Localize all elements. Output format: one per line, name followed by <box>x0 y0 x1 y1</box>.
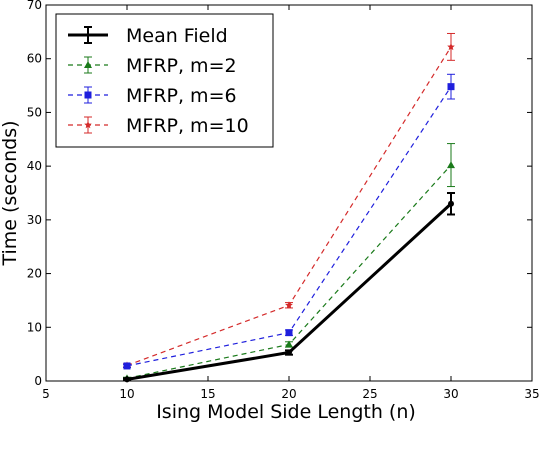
data-point-2-1 <box>285 329 293 337</box>
data-point-0-1 <box>286 349 292 356</box>
y-tick-label-0: 0 <box>34 374 42 388</box>
series-1 <box>123 143 455 382</box>
y-tick-label-1: 10 <box>27 320 42 334</box>
data-point-3-1 <box>285 301 293 309</box>
x-tick-label-1: 10 <box>119 387 134 401</box>
legend-entry-2: MFRP, m=6 <box>68 85 237 107</box>
data-point-1-1 <box>285 340 293 348</box>
line-chart: 5 10 15 20 25 30 35 0 10 20 30 40 50 60 70 Ising Model… <box>0 0 540 423</box>
y-axis-label: Time (seconds) <box>0 120 21 266</box>
series-2 <box>123 73 455 370</box>
y-tick-label-3: 30 <box>27 213 42 227</box>
data-point-2-2 <box>447 83 455 91</box>
x-tick-label-5: 30 <box>443 387 458 401</box>
y-tick-label-7: 70 <box>27 0 42 12</box>
data-point-0-2 <box>448 200 454 207</box>
legend-label-2: MFRP, m=6 <box>126 85 237 107</box>
x-tick-label-2: 15 <box>200 387 215 401</box>
y-tick-label-6: 60 <box>27 52 42 66</box>
legend: Mean Field MFRP, m=2 MFRP, m=6 MFRP, m=10 <box>55 13 274 148</box>
y-tick-label-2: 20 <box>27 267 42 281</box>
data-point-1-2 <box>447 161 455 169</box>
legend-marker-1 <box>84 61 92 68</box>
x-tick-label-6: 35 <box>524 387 539 401</box>
legend-entry-0: Mean Field <box>68 25 228 47</box>
y-tick-label-5: 50 <box>27 105 42 119</box>
legend-entry-3: MFRP, m=10 <box>68 115 249 137</box>
legend-label-1: MFRP, m=2 <box>126 55 237 77</box>
legend-entry-1: MFRP, m=2 <box>68 55 237 77</box>
data-point-3-2 <box>447 42 455 51</box>
x-tick-label-0: 5 <box>42 387 50 401</box>
legend-marker-2 <box>84 91 92 99</box>
x-tick-label-3: 20 <box>281 387 296 401</box>
legend-marker-3 <box>84 121 92 129</box>
data-point-2-0 <box>123 362 131 370</box>
x-axis-label: Ising Model Side Length (n) <box>156 401 416 423</box>
series-0 <box>123 192 455 383</box>
figure-caption-fragment <box>0 446 540 460</box>
plot-area: 5 10 15 20 25 30 35 0 10 20 30 40 50 60 70 <box>27 0 540 401</box>
x-tick-label-4: 25 <box>362 387 377 401</box>
y-tick-label-4: 40 <box>27 159 42 173</box>
legend-label-3: MFRP, m=10 <box>126 115 249 137</box>
legend-label-0: Mean Field <box>126 25 228 47</box>
